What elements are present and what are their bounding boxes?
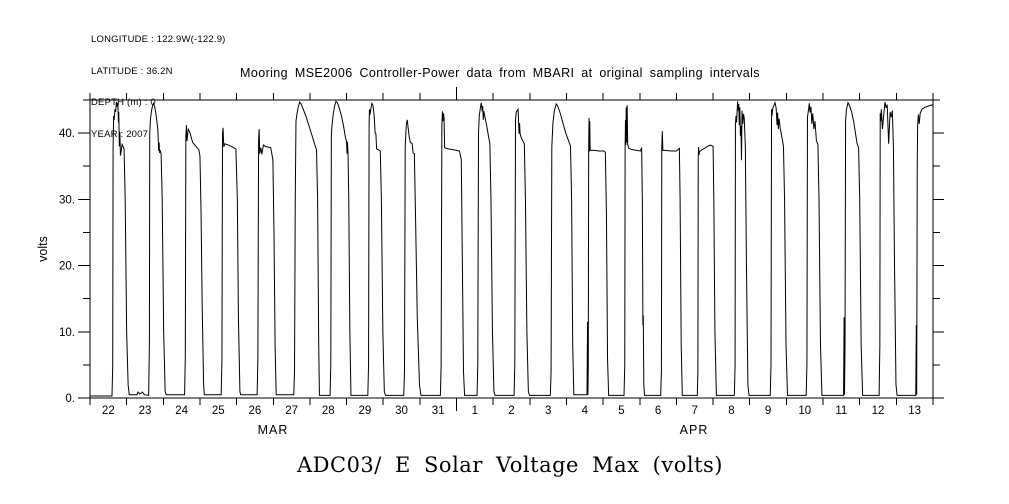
x-axis-day-label: 23 <box>139 405 152 417</box>
x-axis-day-label: 27 <box>285 405 298 417</box>
y-axis-title: volts <box>36 236 50 262</box>
x-axis-day-label: 22 <box>102 405 115 417</box>
metadata-year: YEAR : 2007 <box>91 128 149 140</box>
x-axis-day-label: 7 <box>692 405 698 417</box>
y-axis-tick-label: 40. <box>59 128 75 140</box>
x-axis-day-label: 10 <box>798 405 811 417</box>
x-axis-day-label: 29 <box>358 405 371 417</box>
x-axis-day-label: 13 <box>908 405 921 417</box>
x-axis-day-label: 25 <box>212 405 225 417</box>
x-axis-month-label-mar: MAR <box>257 423 289 437</box>
y-axis-tick-label: 20. <box>59 261 75 273</box>
x-axis-day-label: 9 <box>765 405 771 417</box>
x-axis-day-label: 30 <box>395 405 408 417</box>
x-axis-day-label: 26 <box>249 405 262 417</box>
station-metadata: LONGITUDE : 122.9W(-122.9) LATITUDE : 36… <box>91 14 226 161</box>
x-axis-day-label: 2 <box>508 405 514 417</box>
metadata-latitude: LATITUDE : 36.2N <box>91 65 173 77</box>
x-axis-day-label: 3 <box>545 405 551 417</box>
voltage-series-line <box>90 100 934 397</box>
x-axis-day-label: 1 <box>472 405 478 417</box>
y-axis-tick-label: 0. <box>65 393 75 405</box>
x-axis-month-label-apr: APR <box>679 423 709 437</box>
plot-title: Mooring MSE2006 Controller-Power data fr… <box>240 66 760 80</box>
metadata-longitude: LONGITUDE : 122.9W(-122.9) <box>91 34 226 45</box>
plot-frame <box>89 99 934 399</box>
x-axis-day-label: 6 <box>655 405 661 417</box>
x-axis-day-label: 12 <box>872 405 885 417</box>
x-axis-day-label: 5 <box>618 405 624 417</box>
x-axis-day-label: 4 <box>582 405 589 417</box>
y-axis-tick-label: 10. <box>59 327 75 339</box>
x-axis-day-label: 11 <box>835 405 847 417</box>
y-axis-tick-label: 30. <box>59 194 75 206</box>
x-axis-day-label: 28 <box>322 405 335 417</box>
x-axis-day-label: 8 <box>728 405 734 417</box>
x-axis-day-label: 24 <box>175 405 188 417</box>
x-axis-day-label: 31 <box>432 405 445 417</box>
variable-title: ADC03/ E Solar Voltage Max (volts) <box>297 453 723 477</box>
metadata-depth: DEPTH (m) : 0 <box>91 97 156 108</box>
